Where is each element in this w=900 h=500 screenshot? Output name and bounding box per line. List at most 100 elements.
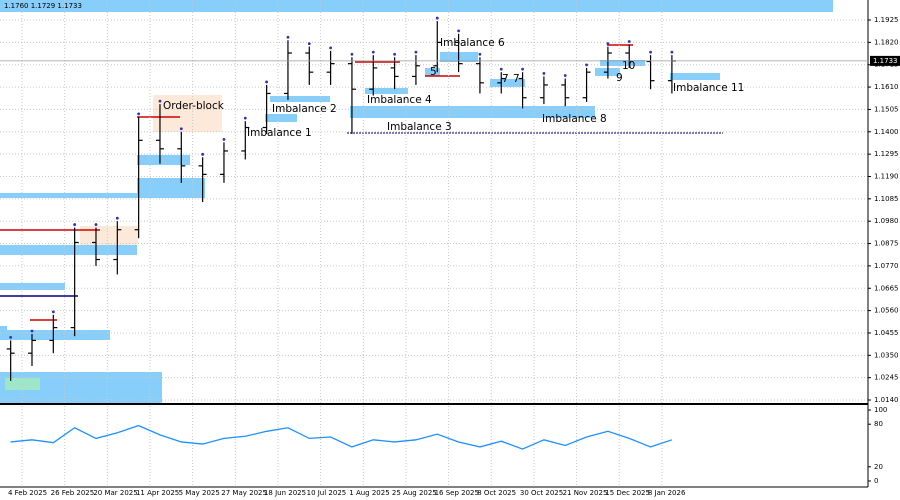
x-tick-label: 11 Apr 2025	[136, 489, 179, 497]
zone	[80, 226, 138, 245]
zone	[425, 68, 440, 76]
high-marker	[201, 152, 205, 156]
x-tick-label: 20 Mar 2025	[93, 489, 137, 497]
y-tick-label: 1.1925	[874, 16, 899, 24]
high-marker	[542, 72, 546, 75]
high-marker	[585, 63, 588, 67]
high-marker	[606, 42, 610, 46]
annotation: 5	[430, 66, 437, 78]
high-marker	[243, 116, 247, 120]
high-marker	[649, 50, 652, 54]
x-tick-label: 4 Feb 2025	[8, 489, 47, 497]
x-tick-label: 15 Dec 2025	[605, 489, 650, 497]
zone	[137, 178, 205, 198]
x-tick-label: 5 May 2025	[179, 489, 220, 497]
zone	[600, 60, 645, 66]
price-bars	[6, 16, 676, 381]
zone	[0, 0, 833, 12]
y-tick-label: 1.1610	[874, 83, 899, 91]
x-tick-label: 27 May 2025	[221, 489, 267, 497]
y-tick-label: 1.1085	[874, 195, 899, 203]
y-tick-label: 1.0140	[874, 396, 899, 404]
high-marker	[414, 50, 418, 54]
y-tick-label: 1.0455	[874, 329, 899, 337]
annotation: 7	[513, 73, 520, 85]
annotation: Imbalance 4	[367, 94, 432, 106]
high-marker	[563, 74, 567, 77]
high-marker	[435, 16, 439, 20]
x-tick-label: 16 Sep 2025	[435, 489, 479, 497]
indicator-tick-label: 0	[874, 477, 878, 485]
x-tick-label: 8 Jan 2026	[648, 489, 686, 497]
high-marker	[286, 35, 290, 39]
zone	[270, 96, 330, 102]
zone	[265, 114, 297, 122]
zone	[0, 330, 110, 340]
high-marker	[521, 67, 524, 71]
zone	[670, 73, 720, 80]
zone	[0, 326, 7, 332]
high-marker	[499, 67, 503, 71]
x-tick-label: 25 Aug 2025	[392, 489, 437, 497]
y-tick-label: 1.0665	[874, 284, 899, 292]
high-marker	[371, 50, 375, 54]
annotation: Imbalance 6	[440, 37, 505, 49]
high-marker	[329, 46, 333, 50]
zone	[365, 88, 408, 94]
annotation: 9	[616, 72, 623, 84]
annotation: Imbalance 8	[542, 113, 607, 125]
x-tick-label: 18 Jun 2025	[264, 489, 306, 497]
high-marker	[115, 216, 119, 220]
high-marker	[307, 42, 311, 46]
zone	[137, 155, 190, 165]
last-price-label: 1.1733	[873, 57, 898, 65]
y-tick-label: 1.0770	[874, 262, 899, 270]
zone	[0, 245, 137, 255]
x-tick-label: 1 Aug 2025	[349, 489, 389, 497]
ohlc-info: 1.1760 1.1729 1.1733	[4, 2, 82, 10]
y-tick-label: 1.0560	[874, 307, 899, 315]
high-marker	[393, 52, 397, 56]
zones	[0, 0, 833, 403]
zone	[490, 79, 525, 87]
indicator-tick-label: 100	[874, 406, 887, 414]
y-tick-label: 1.0245	[874, 374, 899, 382]
high-marker	[9, 336, 13, 339]
indicator-tick-label: 20	[874, 463, 883, 471]
annotation: Order-block	[163, 100, 225, 112]
zone	[5, 378, 40, 390]
indicator-line	[10, 424, 673, 450]
y-tick-label: 1.0980	[874, 217, 899, 225]
high-marker	[73, 223, 77, 226]
x-tick-label: 26 Feb 2025	[51, 489, 95, 497]
high-marker	[627, 40, 631, 43]
y-tick-label: 1.1505	[874, 105, 899, 113]
high-marker	[457, 29, 460, 33]
high-marker	[265, 80, 269, 84]
zone	[0, 193, 205, 198]
y-tick-label: 1.1400	[874, 128, 899, 136]
annotation: Imbalance 2	[272, 103, 337, 115]
annotation: Imbalance 1	[247, 127, 312, 139]
x-tick-label: 30 Oct 2025	[520, 489, 563, 497]
y-tick-label: 1.0350	[874, 351, 899, 359]
x-tick-label: 10 Jul 2025	[307, 489, 347, 497]
x-tick-label: 8 Oct 2025	[477, 489, 516, 497]
order-block-zone	[153, 95, 222, 132]
grid	[0, 0, 868, 486]
high-marker	[30, 329, 34, 333]
annotation: 10	[622, 60, 635, 72]
indicator-tick-label: 80	[874, 420, 883, 428]
x-tick-label: 21 Nov 2025	[563, 489, 608, 497]
y-tick-label: 1.1190	[874, 172, 899, 180]
high-marker	[670, 50, 674, 54]
high-marker	[350, 52, 354, 56]
annotation: Imbalance 3	[387, 121, 452, 133]
high-marker	[179, 127, 183, 131]
y-tick-label: 1.1295	[874, 150, 899, 158]
last-price-box	[870, 55, 900, 66]
annotation: Imbalance 11	[673, 82, 744, 94]
y-tick-label: 1.0875	[874, 240, 899, 248]
annotation: 7	[502, 73, 509, 85]
high-marker	[51, 310, 55, 314]
